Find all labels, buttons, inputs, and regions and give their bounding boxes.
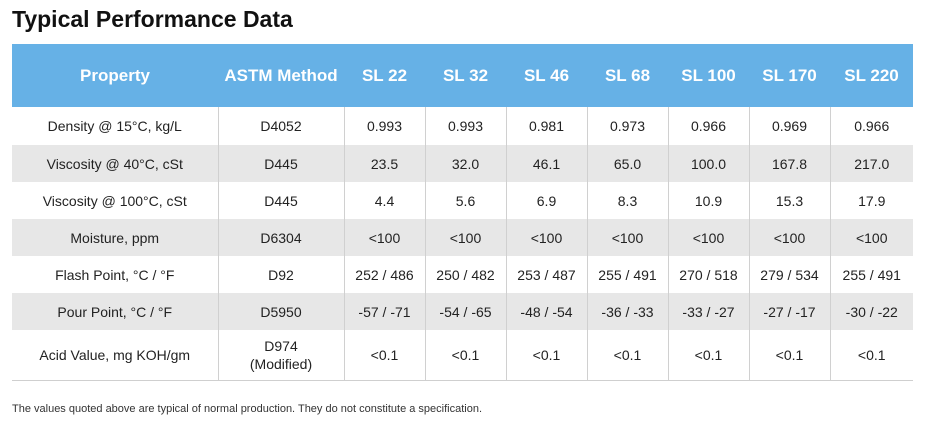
- column-header: SL 46: [506, 44, 587, 107]
- property-cell: Flash Point, °C / °F: [12, 256, 219, 293]
- value-cell: 32.0: [424, 145, 507, 182]
- value-cell: -54 / -65: [424, 293, 507, 330]
- table-row: Viscosity @ 100°C, cSt D445 4.4 5.6 6.9 8.3 10…: [12, 182, 913, 219]
- astm-method-code: D445: [264, 192, 298, 209]
- value-cell: 23.5: [343, 145, 426, 182]
- value-cell: <100: [748, 219, 831, 256]
- performance-table: Property ASTM Method SL 22 SL 32 SL 46 S…: [12, 44, 913, 381]
- value-cell: <100: [424, 219, 507, 256]
- column-header: Property: [12, 44, 218, 107]
- value-cell: 6.9: [505, 182, 588, 219]
- value-cell: <0.1: [343, 330, 426, 381]
- value-cell: <0.1: [829, 330, 913, 381]
- table-row: Flash Point, °C / °F D92 252 / 486 250 / 48…: [12, 256, 913, 293]
- value-cell: 5.6: [424, 182, 507, 219]
- astm-method-cell: D445: [217, 145, 345, 182]
- value-cell: 10.9: [667, 182, 750, 219]
- value-cell: 15.3: [748, 182, 831, 219]
- astm-method-cell: D4052: [217, 107, 345, 145]
- astm-method-cell: D974 (Modified): [217, 330, 345, 381]
- property-cell: Viscosity @ 40°C, cSt: [12, 145, 219, 182]
- property-cell: Pour Point, °C / °F: [12, 293, 219, 330]
- value-cell: 17.9: [829, 182, 913, 219]
- column-header: SL 220: [830, 44, 913, 107]
- astm-method-cell: D5950: [217, 293, 345, 330]
- page-title: Typical Performance Data: [12, 6, 293, 32]
- value-cell: 0.966: [829, 107, 913, 145]
- value-cell: -33 / -27: [667, 293, 750, 330]
- property-cell: Moisture, ppm: [12, 219, 219, 256]
- value-cell: 0.993: [424, 107, 507, 145]
- column-header: SL 100: [668, 44, 749, 107]
- footnote: The values quoted above are typical of n…: [12, 403, 483, 415]
- value-cell: -57 / -71: [343, 293, 426, 330]
- value-cell: 253 / 487: [505, 256, 588, 293]
- value-cell: -36 / -33: [586, 293, 669, 330]
- astm-method-code: D974: [264, 338, 298, 354]
- table-row: Acid Value, mg KOH/gm D974 (Modified) <0.1 <…: [12, 330, 913, 381]
- astm-method-cell: D6304: [217, 219, 345, 256]
- column-header: SL 32: [425, 44, 506, 107]
- value-cell: 8.3: [586, 182, 669, 219]
- value-cell: 100.0: [667, 145, 750, 182]
- value-cell: 252 / 486: [343, 256, 426, 293]
- value-cell: 65.0: [586, 145, 669, 182]
- value-cell: 167.8: [748, 145, 831, 182]
- value-cell: <0.1: [505, 330, 588, 381]
- value-cell: 255 / 491: [586, 256, 669, 293]
- table-row: Viscosity @ 40°C, cSt D445 23.5 32.0 46.1 65.…: [12, 145, 913, 182]
- value-cell: 4.4: [343, 182, 426, 219]
- value-cell: -48 / -54: [505, 293, 588, 330]
- value-cell: <0.1: [586, 330, 669, 381]
- property-cell: Viscosity @ 100°C, cSt: [12, 182, 219, 219]
- value-cell: -27 / -17: [748, 293, 831, 330]
- value-cell: 0.966: [667, 107, 750, 145]
- table-row: Moisture, ppm D6304 <100 <100 <100 <100 <100 <1…: [12, 219, 913, 256]
- astm-method-cell: D92: [217, 256, 345, 293]
- value-cell: 0.969: [748, 107, 831, 145]
- value-cell: <0.1: [748, 330, 831, 381]
- table-body: Density @ 15°C, kg/L D4052 0.993 0.993 0.981…: [12, 107, 913, 381]
- astm-method-code: D4052: [260, 118, 302, 134]
- astm-method-note: (Modified): [249, 356, 313, 372]
- astm-method-code: D5950: [260, 303, 302, 320]
- column-header: SL 68: [587, 44, 668, 107]
- table-row: Pour Point, °C / °F D5950 -57 / -71 -54 / -…: [12, 293, 913, 330]
- property-cell: Acid Value, mg KOH/gm: [12, 330, 219, 381]
- value-cell: 46.1: [505, 145, 588, 182]
- astm-method-code: D6304: [260, 229, 302, 246]
- astm-method-cell: D445: [217, 182, 345, 219]
- value-cell: 0.981: [505, 107, 588, 145]
- value-cell: <0.1: [667, 330, 750, 381]
- column-header: ASTM Method: [218, 44, 344, 107]
- value-cell: 279 / 534: [748, 256, 831, 293]
- property-cell: Density @ 15°C, kg/L: [12, 107, 219, 145]
- value-cell: <100: [343, 219, 426, 256]
- astm-method-code: D92: [268, 266, 294, 283]
- value-cell: <100: [829, 219, 913, 256]
- value-cell: 270 / 518: [667, 256, 750, 293]
- table-row: Density @ 15°C, kg/L D4052 0.993 0.993 0.981…: [12, 107, 913, 145]
- value-cell: <100: [667, 219, 750, 256]
- value-cell: 217.0: [829, 145, 913, 182]
- value-cell: <0.1: [424, 330, 507, 381]
- column-header: SL 170: [749, 44, 830, 107]
- value-cell: <100: [505, 219, 588, 256]
- value-cell: 0.973: [586, 107, 669, 145]
- astm-method-code: D445: [264, 155, 298, 172]
- value-cell: <100: [586, 219, 669, 256]
- value-cell: 255 / 491: [829, 256, 913, 293]
- column-header: SL 22: [344, 44, 425, 107]
- value-cell: -30 / -22: [829, 293, 913, 330]
- value-cell: 0.993: [343, 107, 426, 145]
- table-header-row: Property ASTM Method SL 22 SL 32 SL 46 S…: [12, 44, 913, 107]
- value-cell: 250 / 482: [424, 256, 507, 293]
